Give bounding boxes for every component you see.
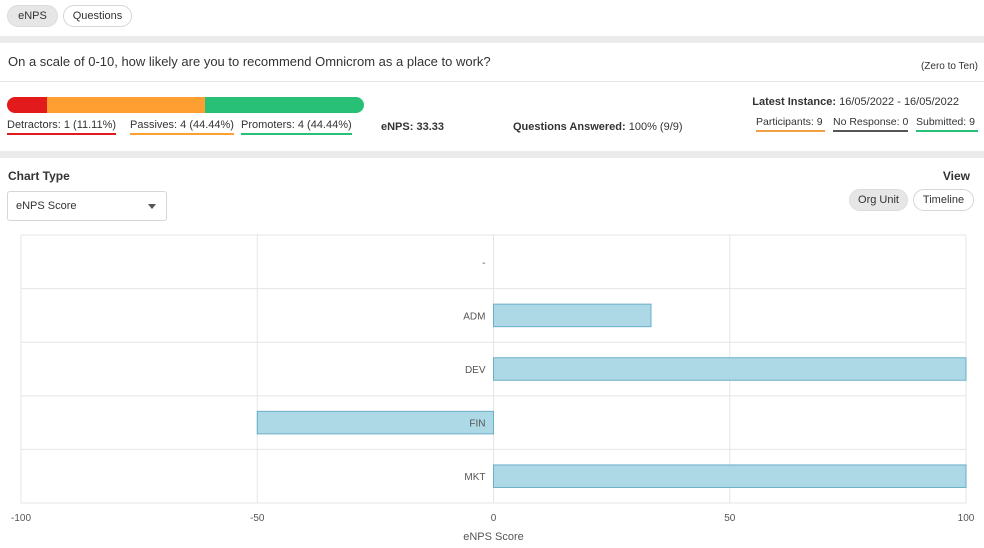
category-label: FIN [469,419,485,430]
x-tick-label: 0 [491,513,497,524]
top-tab-bar: eNPS Questions [0,0,984,36]
answered-key: Questions Answered: [513,121,626,133]
no-response-value: 0 [902,116,909,128]
latest-value: 16/05/2022 - 16/05/2022 [839,96,959,108]
questions-answered-metric: Questions Answered: 100% (9/9) [513,121,683,133]
chart-type-value: eNPS Score [16,200,77,212]
latest-key: Latest Instance: [752,96,837,108]
enps-bar-chart: -100 -50 0 50 100 - ADM DEV FIN MKT eNPS Score [11,234,975,543]
participants-stat[interactable]: Participants: 9 [756,116,825,132]
chart-type-select[interactable]: eNPS Score [7,191,167,221]
chevron-down-icon [148,204,156,209]
detractors-key: Detractors: [7,119,61,131]
promoters-key: Promoters: [241,119,295,131]
bar [493,303,652,328]
detractors-segment [7,97,47,113]
question-text: On a scale of 0-10, how likely are you t… [8,54,491,69]
question-card: On a scale of 0-10, how likely are you t… [0,43,984,151]
category-label: ADM [463,311,485,322]
detractors-value: 1 (11.11%) [63,119,117,131]
passives-label[interactable]: Passives: 4 (44.44%) [130,119,234,135]
x-tick-label: 100 [958,513,975,524]
category-label: MKT [464,472,485,483]
enps-value: 33.33 [416,121,444,133]
x-tick-label: -100 [11,513,31,524]
participants-key: Participants: [756,116,814,128]
tab-enps[interactable]: eNPS [7,5,58,27]
category-label: - [482,258,485,269]
scale-label: (Zero to Ten) [920,61,978,72]
submitted-key: Submitted: [916,116,967,128]
view-timeline-button[interactable]: Timeline [913,189,974,211]
category-label: DEV [465,365,486,376]
view-label: View [942,169,970,183]
chart-card: Chart Type View eNPS Score Org Unit Time… [0,158,984,548]
submitted-value: 9 [969,116,975,128]
bar [256,410,494,435]
passives-segment [46,97,206,113]
divider [0,81,984,82]
detractors-label[interactable]: Detractors: 1 (11.11%) [7,119,117,135]
answered-value: 100% (9/9) [628,121,683,133]
passives-key: Passives: [130,119,178,131]
enps-key: eNPS: [381,121,414,133]
tab-questions[interactable]: Questions [63,5,132,27]
x-axis-label: eNPS Score [463,531,524,543]
no-response-key: No Response: [833,116,900,128]
promoters-label[interactable]: Promoters: 4 (44.44%) [241,119,352,135]
x-tick-label: -50 [250,513,265,524]
participants-value: 9 [816,116,823,128]
no-response-stat[interactable]: No Response: 0 [833,116,908,132]
chart-type-label: Chart Type [8,169,70,183]
enps-metric: eNPS: 33.33 [381,121,444,133]
distribution-bar [7,97,364,113]
view-org-unit-button[interactable]: Org Unit [849,189,908,211]
bar [493,357,967,381]
passives-value: 4 (44.44%) [180,119,234,131]
submitted-stat[interactable]: Submitted: 9 [916,116,978,132]
promoters-segment [205,97,364,113]
promoters-value: 4 (44.44%) [297,119,352,131]
x-tick-label: 50 [724,513,736,524]
bar [493,464,967,488]
latest-instance: Latest Instance: 16/05/2022 - 16/05/2022 [752,96,959,108]
